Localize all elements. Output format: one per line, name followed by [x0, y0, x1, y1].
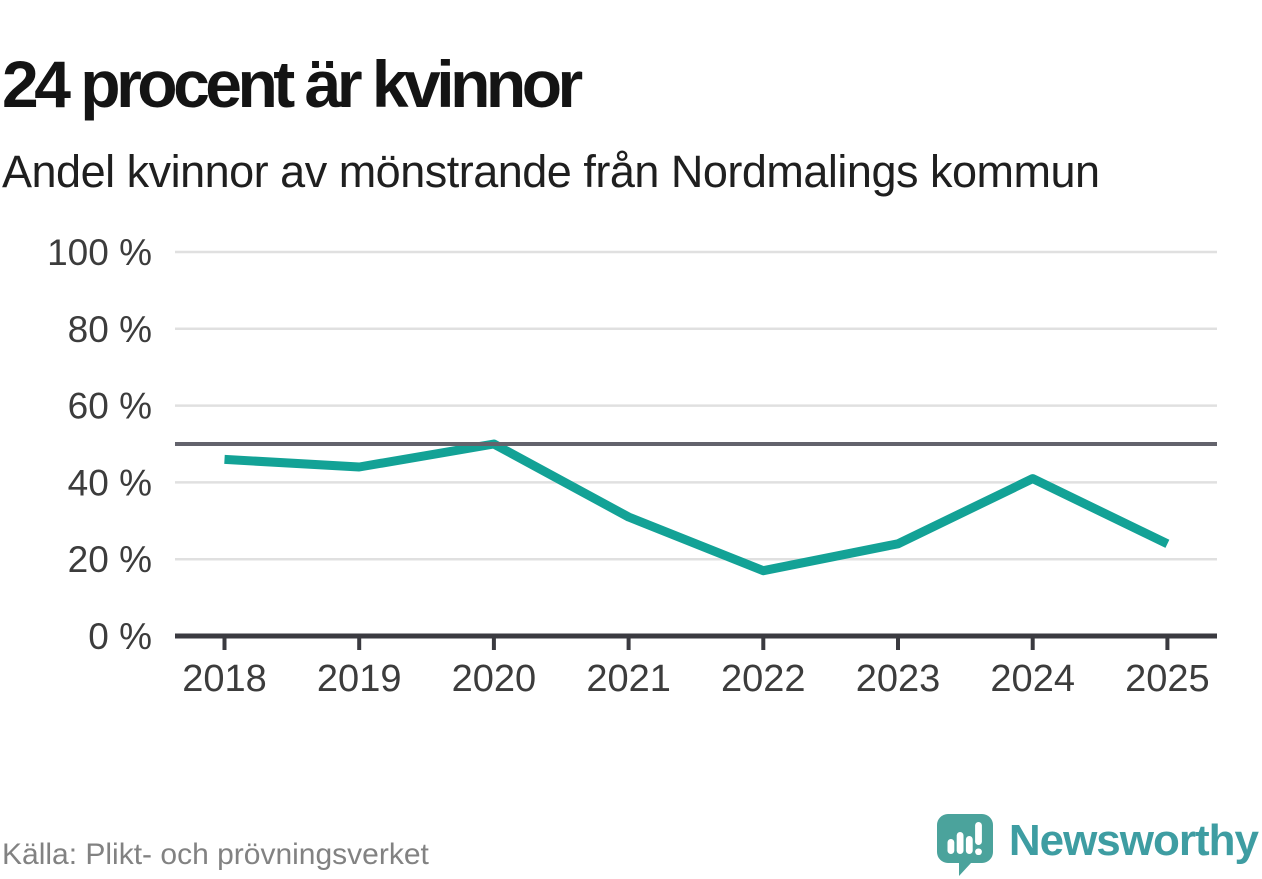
source-note: Källa: Plikt- och prövningsverket — [2, 838, 429, 871]
data-line-andel-kvinnor-av-m-nstrande — [224, 439, 1170, 576]
x-tick-label-2024: 2024 — [990, 658, 1075, 700]
x-tick-label-2018: 2018 — [182, 658, 267, 700]
x-tick-label-2021: 2021 — [586, 658, 671, 700]
y-tick-label-80: 80 % — [68, 309, 152, 350]
x-tick-label-2025: 2025 — [1125, 658, 1210, 700]
x-tick-label-2022: 2022 — [721, 658, 806, 700]
logo-bubble-shape — [936, 814, 993, 876]
y-tick-label-20: 20 % — [68, 539, 152, 580]
newsworthy-wordmark: Newsworthy — [1008, 816, 1259, 865]
y-tick-label-100: 100 % — [47, 232, 152, 273]
y-tick-label-0: 0 % — [88, 616, 152, 657]
logo-bar-3 — [965, 836, 973, 854]
y-tick-label-60: 60 % — [68, 386, 152, 427]
y-tick-label-40: 40 % — [68, 462, 152, 503]
newsworthy-logo: Newsworthy — [933, 811, 1259, 877]
newsworthy-logo-icon — [936, 814, 993, 876]
logo-exclamation-bar — [974, 822, 982, 845]
chart-subtitle: Andel kvinnor av mönstrande från Nordmal… — [2, 146, 1100, 197]
x-tick-label-2020: 2020 — [452, 658, 537, 700]
x-tick-label-2019: 2019 — [317, 658, 402, 700]
logo-exclamation-dot — [974, 848, 982, 855]
x-tick-label-2023: 2023 — [856, 658, 941, 700]
chart-title: 24 procent är kvinnor — [2, 47, 583, 122]
line-chart: 2018 2019 2020 2021 2022 2023 2024 2025 0 % 20 % 4… — [47, 232, 1217, 700]
logo-bar-1 — [947, 839, 955, 854]
logo-bar-2 — [956, 832, 964, 854]
